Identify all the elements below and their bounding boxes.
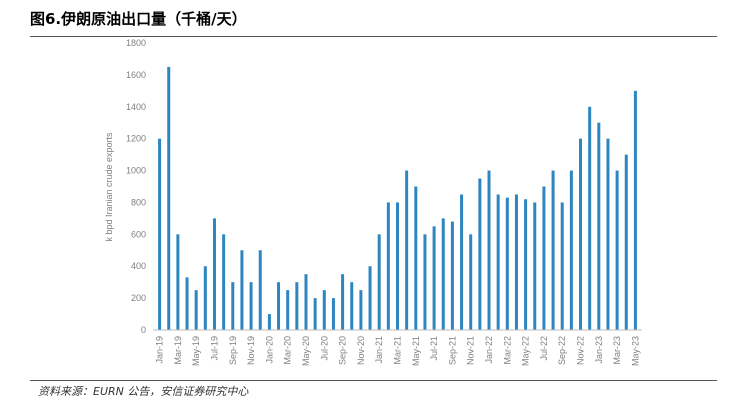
x-tick-label: Sep-19 [228,336,238,365]
bar [185,277,189,330]
bar [258,250,262,330]
source-note: 资料来源：EURN 公告，安信证券研究中心 [38,385,249,398]
x-axis: Jan-19 Mar-19 May-19 Jul-19 Sep-19 Nov-19 Jan-… [153,329,642,366]
bar-series [158,66,637,331]
title-divider [30,36,717,37]
y-tick-label: 800 [131,197,146,207]
bar [304,274,308,330]
bar [240,250,244,330]
bar [450,221,454,330]
x-tick-label: May-20 [301,336,311,366]
bar [414,186,418,330]
bar [405,170,409,330]
y-axis-label: k bpd Iranian crude exports [104,132,114,242]
x-tick-label: Jul-22 [539,336,549,361]
source-divider [30,380,717,381]
x-tick-label: Nov-22 [576,336,586,365]
y-tick-label: 600 [131,229,146,239]
bar [615,170,619,330]
bar [606,138,610,330]
x-tick-label: Mar-19 [173,336,183,365]
x-tick-label: May-21 [411,336,421,366]
bar [487,170,491,330]
y-tick-label: 200 [131,293,146,303]
y-tick-label: 1400 [126,102,146,112]
y-tick-label: 1000 [126,166,146,176]
x-tick-label: Jan-20 [264,336,274,364]
bar [533,202,537,330]
x-tick-label: Jan-21 [374,336,384,364]
x-tick-label: Jan-19 [155,336,165,364]
x-tick-label: Nov-19 [246,336,256,365]
bar [203,266,207,330]
bar [322,290,326,330]
bar [460,194,464,330]
x-tick-label: Jul-20 [319,336,329,361]
bar [167,66,171,331]
bar [277,282,281,330]
bar [350,282,354,330]
bar [176,234,180,330]
bar [158,138,162,330]
y-tick-label: 1600 [126,70,146,80]
bar [514,194,518,330]
y-tick-label: 1800 [126,38,146,48]
bar [231,282,235,330]
bar [496,194,500,330]
bar [194,290,198,330]
bar [542,186,546,330]
y-tick-label: 1200 [126,134,146,144]
bar [341,274,345,330]
y-tick-label: 400 [131,261,146,271]
bar [331,298,335,330]
bar [313,298,317,330]
x-tick-label: Mar-23 [612,336,622,365]
y-axis: 0 200 400 600 800 1000 1200 1400 1600 1800 [126,38,146,335]
x-tick-label: May-23 [630,336,640,366]
x-tick-label: Jul-19 [209,336,219,361]
bar [478,178,482,330]
bar [624,154,628,330]
bar [560,202,564,330]
bar [423,234,427,330]
bar [579,138,583,330]
bar [633,90,637,330]
bar [597,122,601,330]
bar [386,202,390,330]
x-tick-label: Sep-22 [557,336,567,365]
x-tick-label: May-22 [521,336,531,366]
bar [286,290,290,330]
bar [396,202,399,330]
x-tick-label: Mar-21 [393,336,403,365]
bar [469,234,473,330]
bar [222,234,226,330]
x-tick-label: Sep-20 [338,336,348,365]
bar [267,314,271,330]
x-tick-label: Nov-21 [466,336,476,365]
x-tick-label: Sep-21 [447,336,457,365]
bar [505,197,509,330]
bar [295,282,299,330]
bar [551,170,555,330]
bar-chart: 0 200 400 600 800 1000 1200 1400 1600 1800 Jan-19… [104,38,642,366]
bar [359,290,363,330]
bar [377,234,381,330]
bar [212,218,216,330]
x-tick-label: Mar-22 [502,336,512,365]
x-tick-label: Jan-23 [594,336,604,364]
bar [432,226,436,330]
bar [368,266,372,330]
bar [588,106,592,330]
x-tick-label: Nov-20 [356,336,366,365]
x-tick-label: Jul-21 [429,336,439,361]
y-tick-label: 0 [141,325,146,335]
x-tick-label: May-19 [191,336,201,366]
bar [249,282,253,330]
x-tick-label: Jan-22 [484,336,494,364]
bar [441,218,445,330]
figure-title: 图6.伊朗原油出口量（千桶/天） [30,10,247,28]
x-tick-label: Mar-20 [283,336,293,365]
bar [569,170,573,330]
bar [524,199,528,330]
